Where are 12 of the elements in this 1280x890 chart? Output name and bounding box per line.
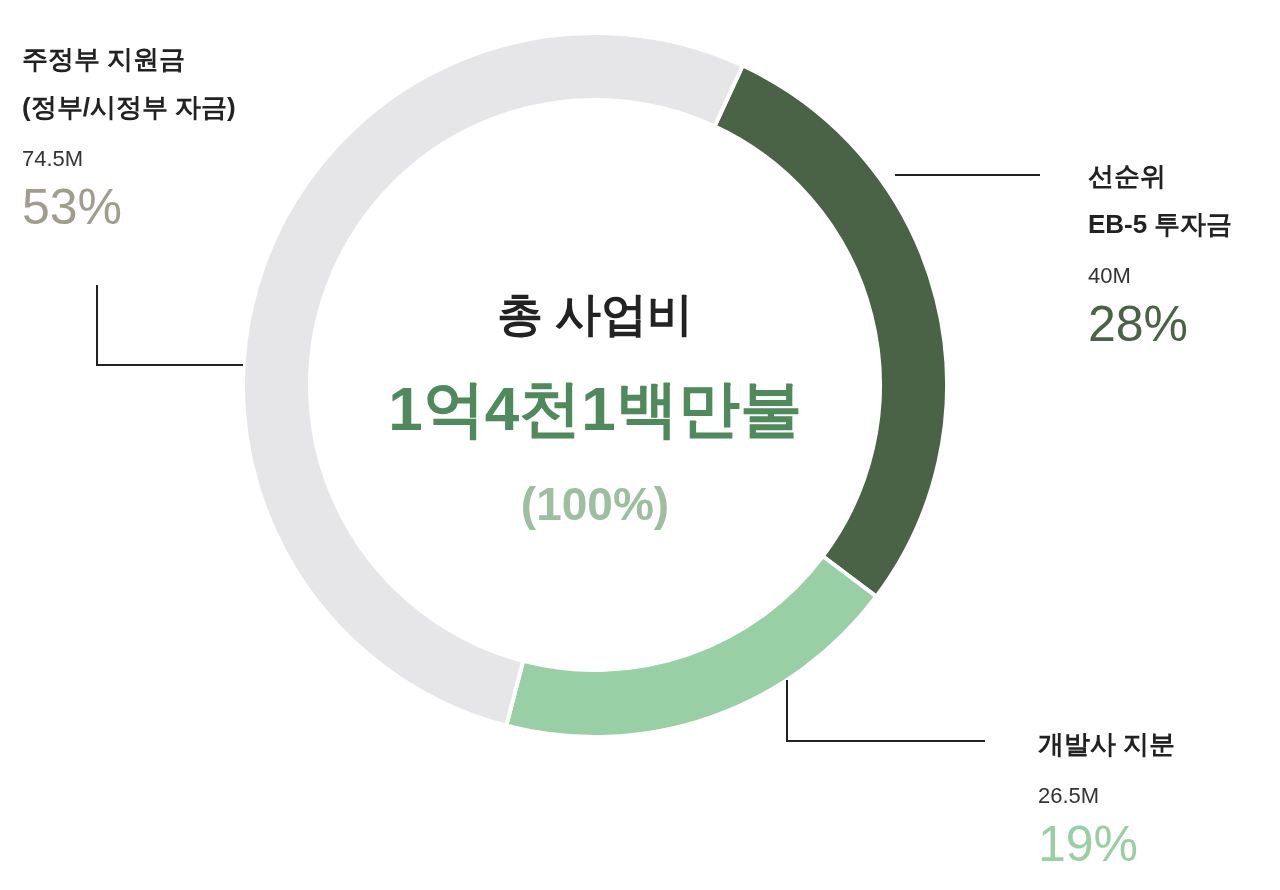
- slice-label: 선순위 EB-5 투자금: [1088, 161, 1233, 239]
- text: 총 사업비: [496, 288, 694, 340]
- data-label: 40M: [1088, 263, 1131, 288]
- slice-label: 개발사 지분: [1038, 729, 1176, 759]
- text: 28%: [1088, 296, 1189, 352]
- text: 19%: [1038, 816, 1139, 872]
- data-label: 74.5M: [22, 146, 84, 171]
- slice-label: 주정부 지원금 (정부/시정부 자금): [22, 44, 236, 122]
- text: (100%): [520, 478, 670, 530]
- data-label: 26.5M: [1038, 783, 1100, 808]
- text: 1억4천1백만불: [388, 374, 802, 443]
- text: 53%: [22, 179, 123, 235]
